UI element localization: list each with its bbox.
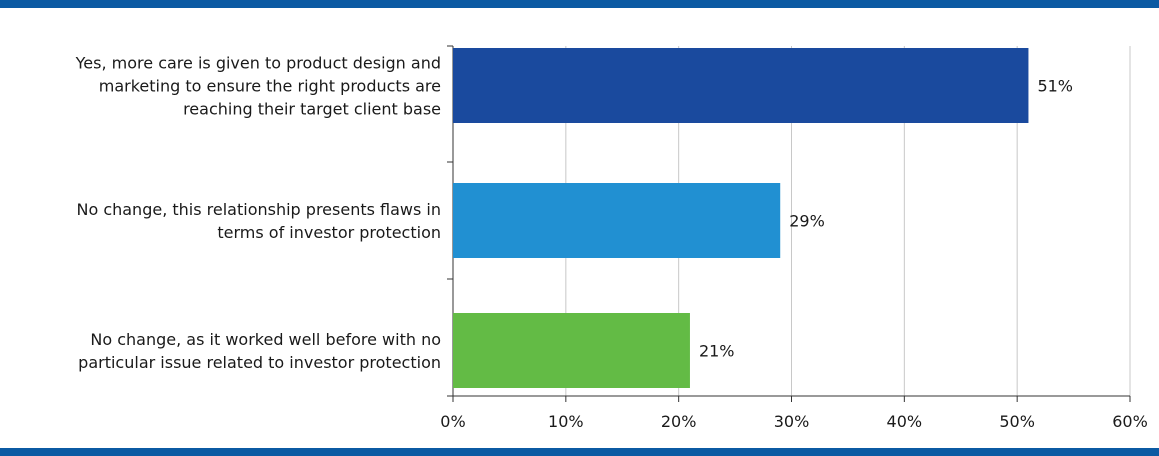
category-label: reaching their target client base [183,100,441,119]
data-label: 21% [699,342,735,361]
category-label: Yes, more care is given to product desig… [75,54,441,73]
bottom-rule [0,448,1159,456]
category-label: particular issue related to investor pro… [78,353,441,372]
bar [453,183,781,258]
data-label: 51% [1037,77,1073,96]
bar [453,313,690,388]
category-label: No change, this relationship presents fl… [76,200,441,219]
category-label: terms of investor protection [217,223,441,242]
top-rule [0,0,1159,8]
x-tick-label: 10% [548,412,584,431]
x-tick-label: 60% [1112,412,1148,431]
data-label: 29% [789,212,825,231]
category-label: marketing to ensure the right products a… [99,77,441,96]
x-tick-label: 30% [774,412,810,431]
category-label: No change, as it worked well before with… [90,330,441,349]
x-tick-label: 0% [440,412,465,431]
x-tick-label: 40% [887,412,923,431]
x-tick-label: 50% [999,412,1035,431]
x-tick-label: 20% [661,412,697,431]
bar [453,48,1029,123]
